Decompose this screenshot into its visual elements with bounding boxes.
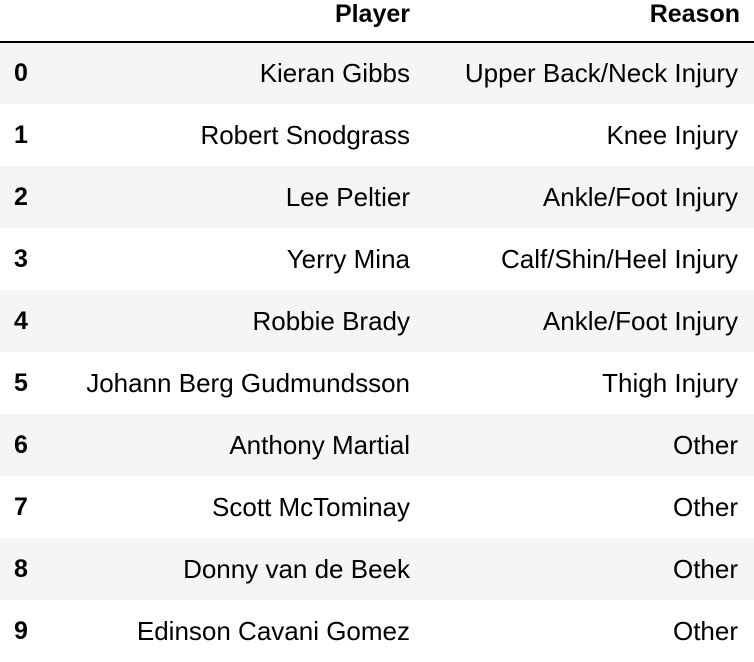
player-cell: Edinson Cavani Gomez [136,615,410,646]
reason-cell: Thigh Injury [602,367,738,398]
table-row: 5 Johann Berg Gudmundsson Thigh Injury [0,352,754,414]
reason-cell: Ankle/Foot Injury [542,305,738,336]
player-cell: Donny van de Beek [183,553,410,584]
player-cell: Johann Berg Gudmundsson [86,367,410,398]
table-row: 7 Scott McTominay Other [0,476,754,538]
row-index: 6 [14,430,28,459]
reason-cell: Upper Back/Neck Injury [464,58,738,88]
table-row: 9 Edinson Cavani Gomez Other [0,600,754,662]
reason-cell: Calf/Shin/Heel Injury [501,243,738,274]
dataframe-table: Player Reason 0 Kieran Gibbs Upper Back/… [0,0,754,646]
player-cell: Robbie Brady [252,305,410,336]
index-column-header [0,0,48,43]
row-index: 4 [14,306,28,335]
table-row: 0 Kieran Gibbs Upper Back/Neck Injury [0,42,754,104]
row-index: 5 [14,368,28,397]
row-index: 3 [14,244,28,273]
table-row: 1 Robert Snodgrass Knee Injury [0,104,754,166]
reason-cell: Knee Injury [606,119,738,150]
player-cell: Robert Snodgrass [200,119,410,150]
header-row: Player Reason [0,0,754,43]
table-header: Player Reason [0,0,754,43]
reason-cell: Ankle/Foot Injury [542,181,738,212]
table-row: 4 Robbie Brady Ankle/Foot Injury [0,290,754,352]
reason-cell: Other [672,429,738,460]
reason-cell: Other [672,553,738,584]
row-index: 2 [14,182,28,211]
reason-cell: Other [672,615,738,646]
table-row: 2 Lee Peltier Ankle/Foot Injury [0,166,754,228]
table-body: 0 Kieran Gibbs Upper Back/Neck Injury 1 … [0,42,754,662]
player-cell: Scott McTominay [212,491,410,522]
table-row: 8 Donny van de Beek Other [0,538,754,600]
player-cell: Anthony Martial [229,429,410,460]
row-index: 0 [14,59,28,87]
reason-cell: Other [672,491,738,522]
player-cell: Kieran Gibbs [259,58,410,88]
player-cell: Yerry Mina [286,243,410,274]
table-row: 3 Yerry Mina Calf/Shin/Heel Injury [0,228,754,290]
row-index: 9 [14,616,28,645]
player-column-header: Player [48,0,424,43]
row-index: 8 [14,554,28,583]
row-index: 7 [14,492,28,521]
player-cell: Lee Peltier [285,181,410,212]
reason-column-header: Reason [424,0,754,43]
row-index: 1 [14,120,28,149]
table-row: 6 Anthony Martial Other [0,414,754,476]
